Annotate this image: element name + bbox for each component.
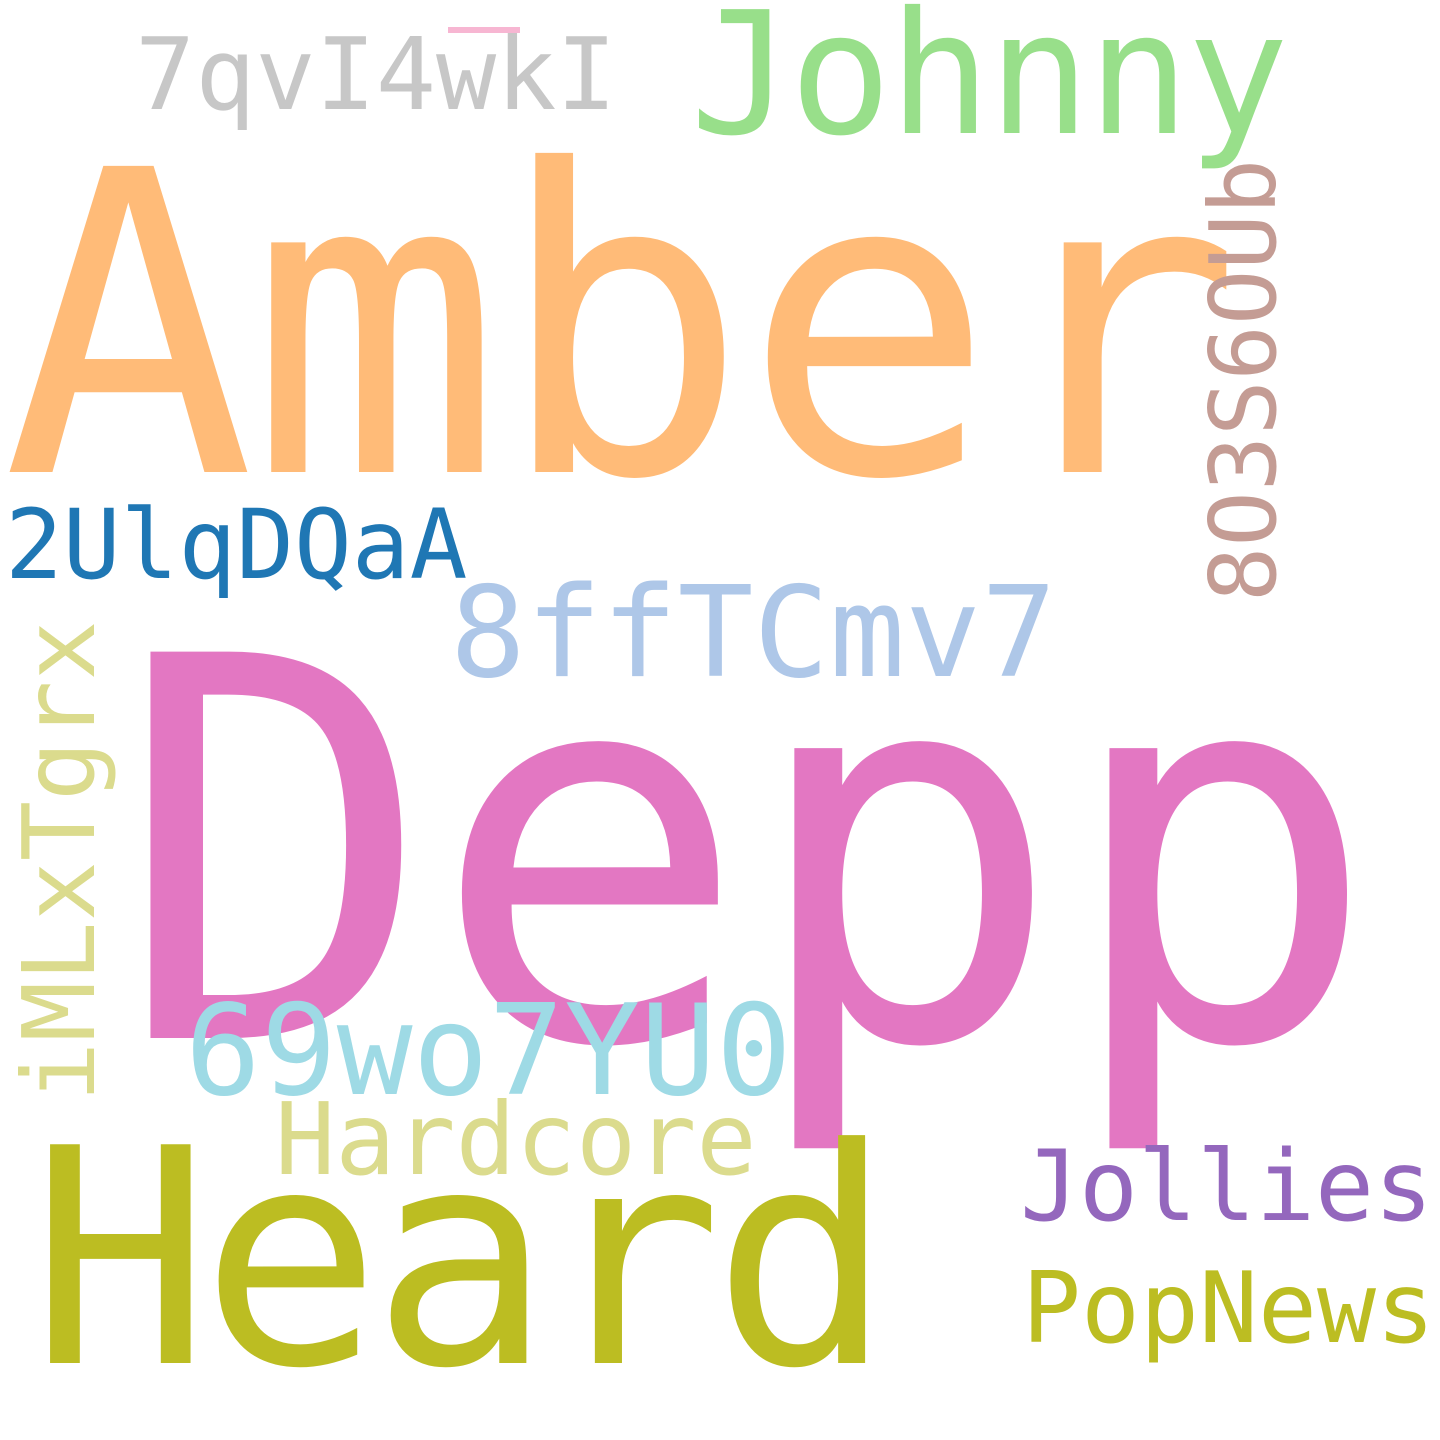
- word-heard: Heard: [30, 1085, 893, 1434]
- word-69wo7YU0: 69wo7YU0: [185, 977, 792, 1124]
- word-popnews: PopNews: [1022, 1252, 1436, 1366]
- word-2UlqDQaA: 2UlqDQaA: [5, 489, 468, 601]
- word-depp: Depp: [115, 546, 1379, 1163]
- word-8ffTCmv7: 8ffTCmv7: [450, 559, 1057, 706]
- word-hardcore: Hardcore: [275, 1081, 757, 1198]
- word-amber: Amber: [2, 83, 1242, 572]
- word-8O3S6OUb: 8O3S6OUb: [1190, 158, 1297, 602]
- word-johnny: Johnny: [690, 0, 1289, 174]
- word-jollies: Jollies: [1020, 1130, 1434, 1244]
- word-iMLxTgrx: iMLxTgrx: [1, 620, 118, 1102]
- pink-mark: [448, 27, 520, 33]
- word-7qvI4wkI: 7qvI4wkI: [135, 16, 617, 133]
